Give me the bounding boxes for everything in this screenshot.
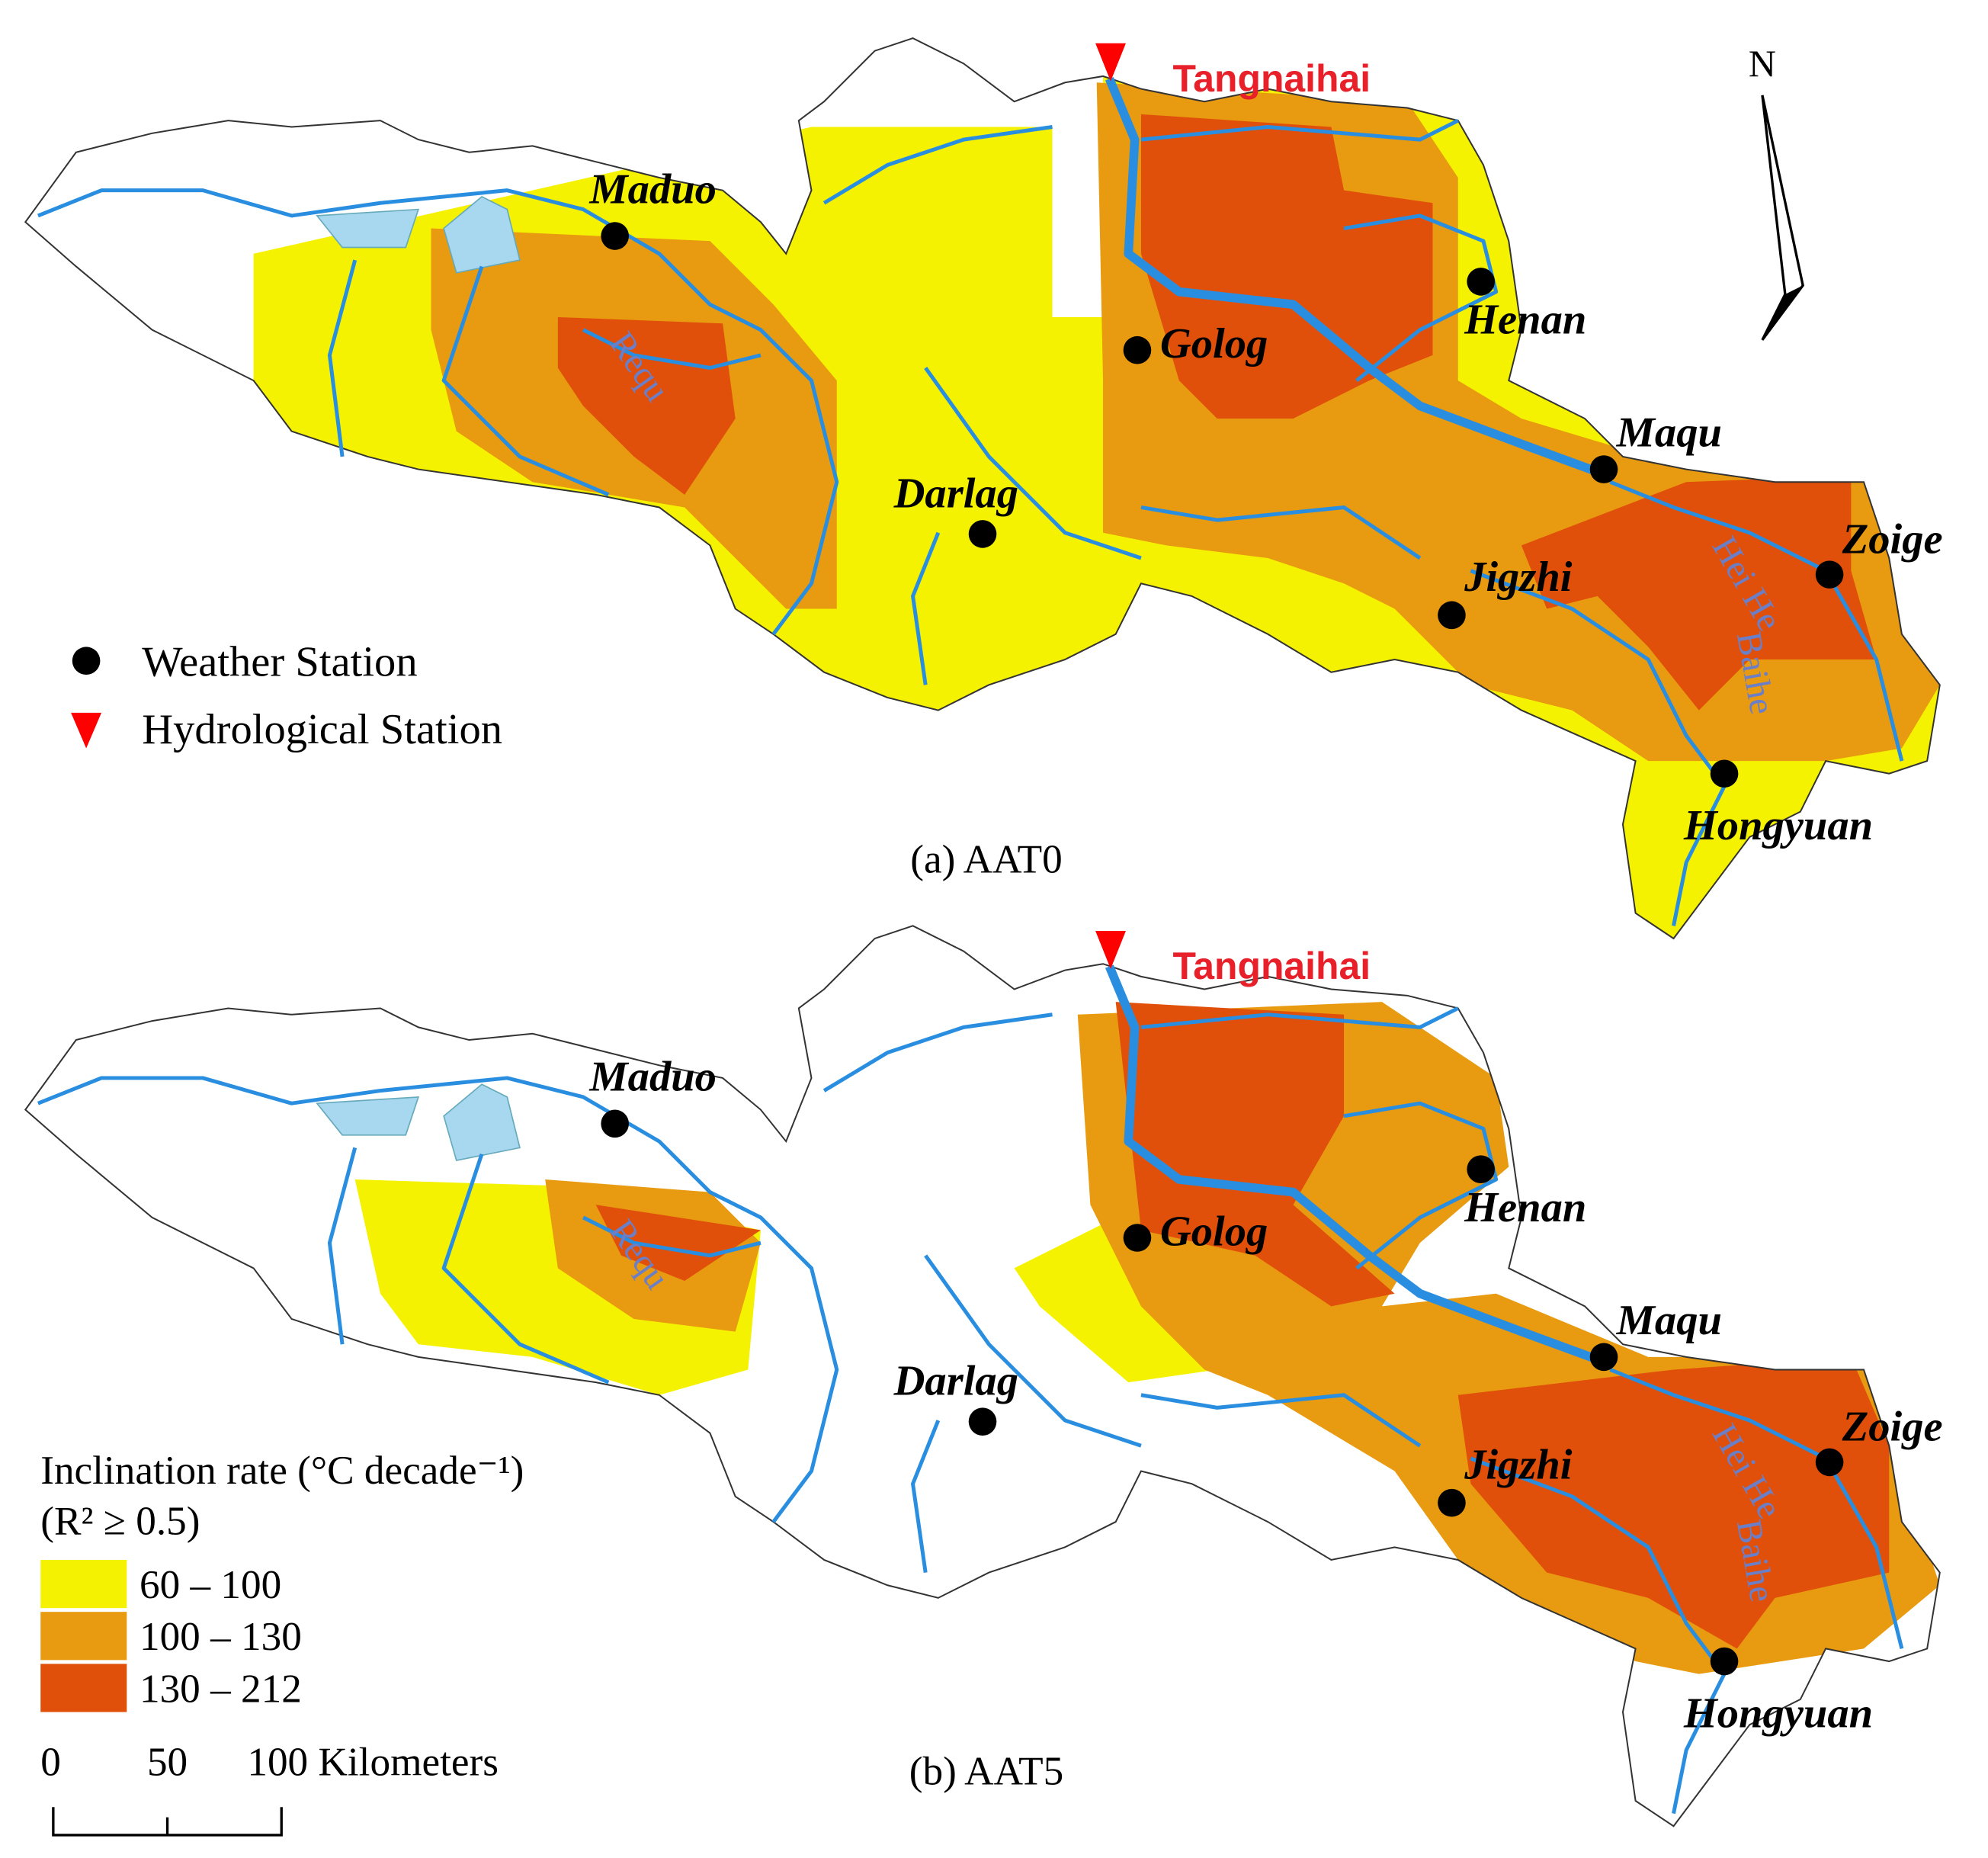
river bbox=[582, 1215, 762, 1258]
scale-label: 50 bbox=[147, 1740, 188, 1785]
weather-station bbox=[1123, 1224, 1152, 1252]
river bbox=[1609, 480, 1904, 762]
river bbox=[1140, 1006, 1459, 1029]
river bbox=[822, 125, 1053, 205]
legend-class-label: 60 – 100 bbox=[139, 1562, 281, 1607]
legend-hydro-label: Hydrological Station bbox=[142, 706, 502, 753]
basin-outline bbox=[24, 925, 1941, 1828]
river bbox=[327, 1147, 358, 1345]
legend-title: Inclination rate (°C decade⁻¹) bbox=[40, 1448, 524, 1493]
weather-station bbox=[601, 222, 629, 250]
river bbox=[822, 1012, 1053, 1093]
station-label: Jigzhi bbox=[1464, 554, 1573, 601]
lake bbox=[443, 195, 521, 274]
scale-label: 0 bbox=[40, 1740, 61, 1785]
rate-zone bbox=[1115, 1002, 1395, 1307]
legend-swatch bbox=[40, 1612, 127, 1661]
river bbox=[911, 531, 941, 685]
station-label: Darlag bbox=[893, 1358, 1018, 1405]
weather-station bbox=[1815, 560, 1844, 589]
rate-zone bbox=[595, 1205, 761, 1282]
river bbox=[327, 259, 358, 457]
station-label: Maduo bbox=[588, 1054, 717, 1101]
legend-class-label: 100 – 130 bbox=[139, 1614, 302, 1659]
station-label: Jigzhi bbox=[1464, 1442, 1573, 1489]
station-label: Darlag bbox=[893, 470, 1018, 517]
rate-zone bbox=[557, 316, 736, 495]
station-label: Golog bbox=[1160, 320, 1268, 367]
basin-outline bbox=[24, 37, 1941, 940]
river bbox=[1105, 77, 1599, 477]
station-label: Henan bbox=[1464, 297, 1586, 344]
hydrological-station bbox=[1095, 43, 1126, 82]
river bbox=[441, 1153, 610, 1385]
lake bbox=[316, 1096, 420, 1136]
station-label: Golog bbox=[1160, 1208, 1268, 1255]
scale-label: 100 Kilometers bbox=[247, 1740, 499, 1785]
weather-station bbox=[1710, 759, 1739, 788]
river bbox=[1470, 569, 1727, 926]
river bbox=[1105, 964, 1599, 1364]
rate-zone bbox=[1140, 114, 1433, 419]
station-label: Henan bbox=[1464, 1184, 1586, 1231]
river bbox=[924, 367, 1142, 560]
panel-caption: (b) AAT5 bbox=[909, 1748, 1064, 1793]
weather-station bbox=[1589, 1343, 1618, 1372]
weather-station bbox=[1467, 1155, 1495, 1183]
station-label: Hongyuan bbox=[1683, 1690, 1873, 1738]
river bbox=[1609, 1368, 1904, 1650]
legend-class-label: 130 – 212 bbox=[139, 1666, 302, 1711]
river bbox=[441, 265, 610, 497]
station-label: Zoige bbox=[1842, 1404, 1943, 1451]
station-label: Maduo bbox=[588, 165, 717, 213]
river bbox=[582, 328, 762, 370]
rate-zone bbox=[1457, 1356, 1890, 1649]
rate-zone bbox=[1521, 475, 1877, 711]
weather-station bbox=[1467, 268, 1495, 296]
legend-hydro-symbol bbox=[71, 712, 102, 749]
hydrological-station bbox=[1095, 930, 1126, 969]
river bbox=[1343, 1101, 1499, 1270]
river bbox=[1140, 118, 1459, 142]
lake bbox=[443, 1083, 521, 1162]
station-label: Maqu bbox=[1616, 409, 1722, 457]
weather-station bbox=[1710, 1647, 1739, 1676]
lake bbox=[316, 208, 420, 249]
weather-station bbox=[1815, 1448, 1844, 1477]
hydro-label: Tangnaihai bbox=[1173, 945, 1371, 987]
weather-station bbox=[1123, 335, 1152, 364]
raster bbox=[354, 1002, 1940, 1674]
weather-station bbox=[968, 520, 997, 548]
station-label: Zoige bbox=[1842, 515, 1943, 563]
station-label: Maqu bbox=[1616, 1297, 1722, 1344]
weather-station bbox=[968, 1407, 997, 1436]
scale-bar bbox=[52, 1807, 283, 1837]
river bbox=[1140, 505, 1422, 560]
weather-station bbox=[601, 1109, 629, 1138]
weather-station bbox=[1438, 601, 1466, 630]
legend-swatch bbox=[40, 1559, 127, 1609]
weather-station bbox=[1438, 1488, 1466, 1517]
hydro-label: Tangnaihai bbox=[1173, 57, 1371, 100]
north-label: N bbox=[1749, 43, 1776, 85]
station-label: Hongyuan bbox=[1683, 802, 1873, 849]
legend-subtitle: (R² ≥ 0.5) bbox=[40, 1499, 200, 1544]
legend-weather-label: Weather Station bbox=[142, 639, 417, 686]
legend-swatch bbox=[40, 1664, 127, 1712]
river bbox=[924, 1254, 1142, 1448]
river bbox=[1343, 213, 1499, 383]
legend-weather-symbol bbox=[72, 647, 101, 675]
river bbox=[1140, 1393, 1422, 1448]
river bbox=[911, 1420, 941, 1573]
legend-classes: 60 – 100 100 – 130 130 – 212 bbox=[40, 1559, 302, 1712]
weather-station bbox=[1589, 455, 1618, 483]
panel-caption: (a) AAT0 bbox=[910, 836, 1063, 881]
river bbox=[1470, 1456, 1727, 1815]
